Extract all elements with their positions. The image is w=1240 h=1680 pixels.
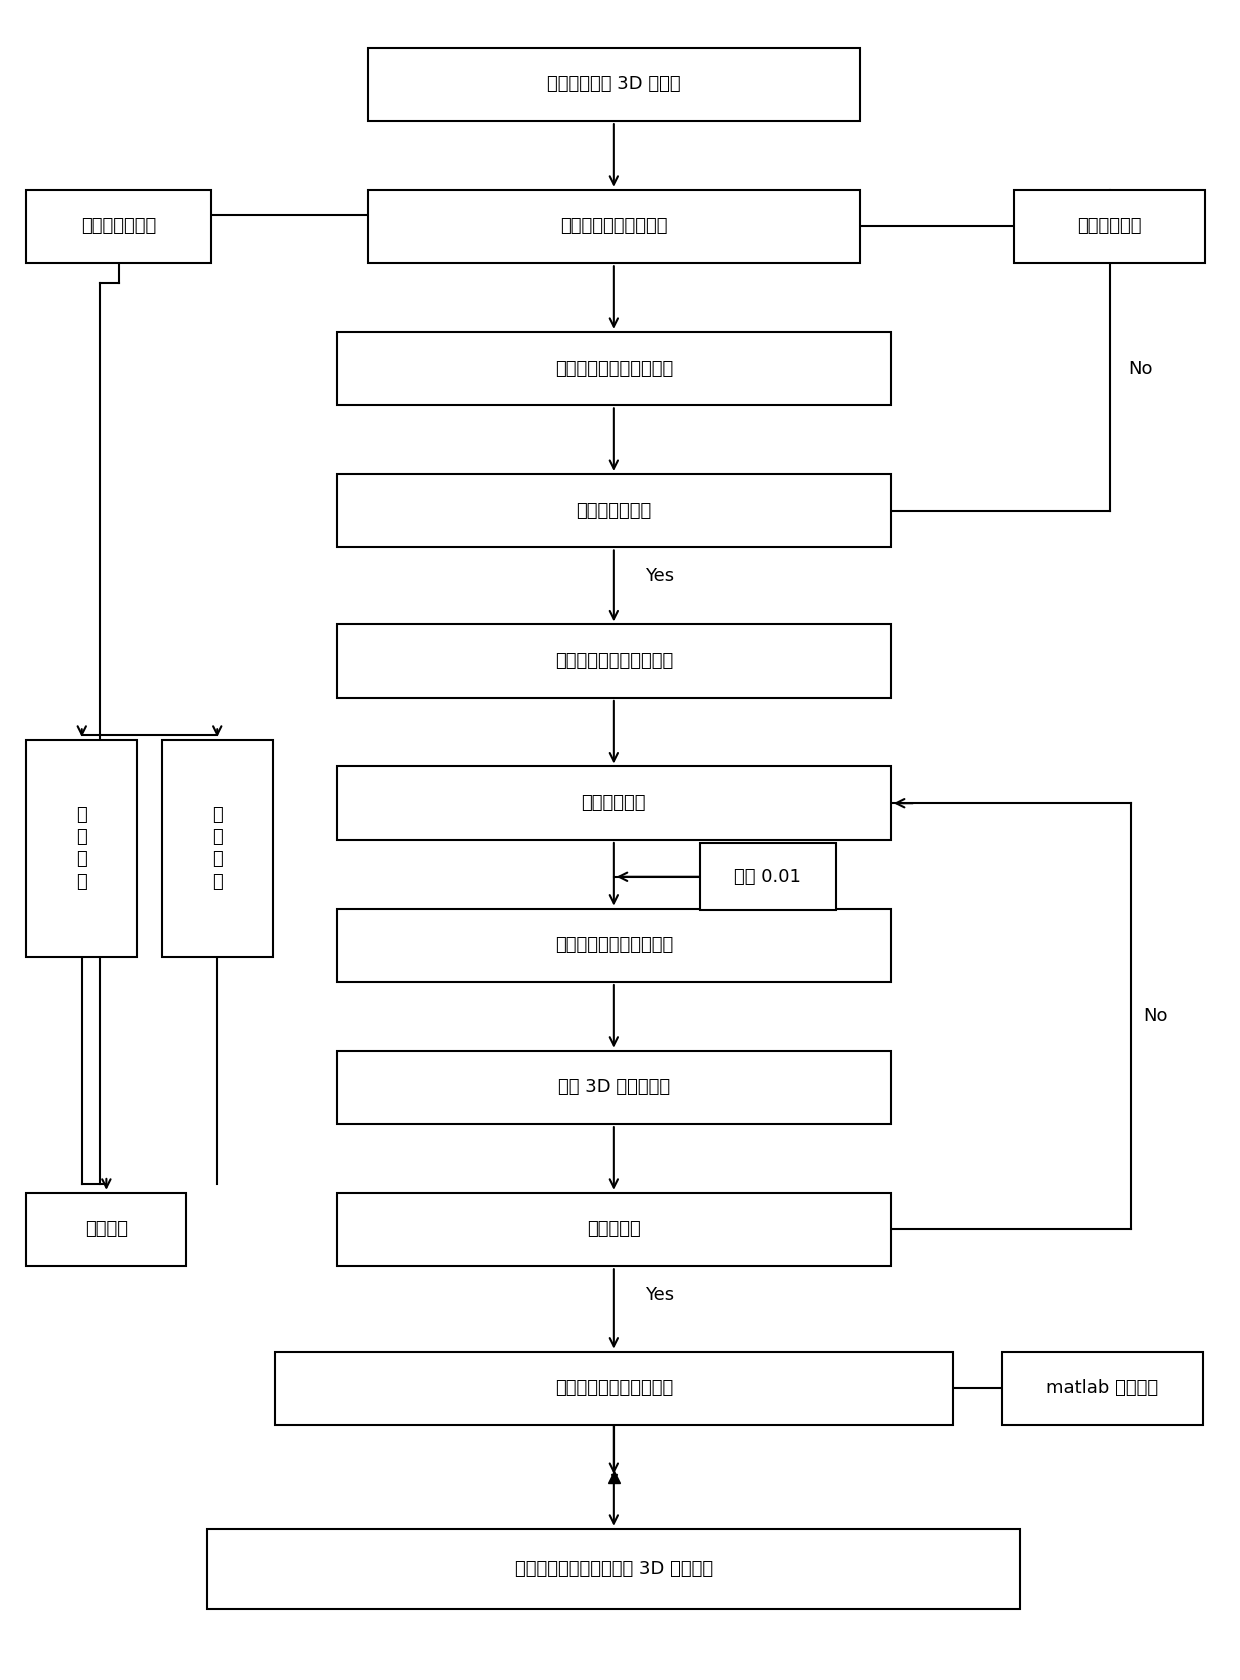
Text: 调用粘弹性单元刚度矩: 调用粘弹性单元刚度矩	[560, 217, 667, 235]
Text: No: No	[1143, 1008, 1168, 1025]
Text: 分析影响因素，寻求最优 3D 成形参数: 分析影响因素，寻求最优 3D 成形参数	[515, 1559, 713, 1578]
FancyBboxPatch shape	[161, 739, 273, 958]
Text: matlab 求解方程: matlab 求解方程	[1047, 1379, 1158, 1398]
Text: 振动辗压成形 3D 效应模: 振动辗压成形 3D 效应模	[547, 76, 681, 94]
Text: 装配 3D 整体刚度矩: 装配 3D 整体刚度矩	[558, 1079, 670, 1097]
Text: 达到塑性变形否: 达到塑性变形否	[577, 502, 651, 519]
FancyBboxPatch shape	[1002, 1351, 1203, 1425]
FancyBboxPatch shape	[337, 474, 892, 548]
Text: Yes: Yes	[645, 566, 673, 585]
FancyBboxPatch shape	[1014, 190, 1205, 264]
FancyBboxPatch shape	[337, 1050, 892, 1124]
Text: 初始迭代加载: 初始迭代加载	[1078, 217, 1142, 235]
Text: 进入位移循环: 进入位移循环	[582, 795, 646, 811]
FancyBboxPatch shape	[367, 47, 861, 121]
FancyBboxPatch shape	[337, 766, 892, 840]
Text: 矩阵分析，列线性方程组: 矩阵分析，列线性方程组	[554, 1379, 673, 1398]
Text: 步长 0.01: 步长 0.01	[734, 869, 801, 885]
FancyBboxPatch shape	[337, 909, 892, 983]
Text: 工
艺
参
数: 工 艺 参 数	[77, 806, 87, 890]
Text: 实验结果: 实验结果	[84, 1220, 128, 1238]
Text: 计算模型各单元应力状态: 计算模型各单元应力状态	[554, 360, 673, 378]
FancyBboxPatch shape	[367, 190, 861, 264]
FancyBboxPatch shape	[275, 1351, 952, 1425]
FancyBboxPatch shape	[337, 625, 892, 697]
Text: 调用粘塑性单元刚度矩阵: 调用粘塑性单元刚度矩阵	[554, 936, 673, 954]
FancyBboxPatch shape	[701, 843, 836, 911]
Text: 循环结束否: 循环结束否	[587, 1220, 641, 1238]
FancyBboxPatch shape	[26, 1193, 186, 1267]
Text: 振
型
参
数: 振 型 参 数	[212, 806, 223, 890]
Text: 位移、载荷条件: 位移、载荷条件	[81, 217, 156, 235]
FancyBboxPatch shape	[337, 1193, 892, 1267]
Text: No: No	[1128, 360, 1152, 378]
FancyBboxPatch shape	[207, 1529, 1021, 1609]
FancyBboxPatch shape	[26, 739, 138, 958]
FancyBboxPatch shape	[26, 190, 211, 264]
Text: Yes: Yes	[645, 1285, 673, 1304]
FancyBboxPatch shape	[337, 333, 892, 405]
Text: 计算模型单元体平均应力: 计算模型单元体平均应力	[554, 652, 673, 670]
